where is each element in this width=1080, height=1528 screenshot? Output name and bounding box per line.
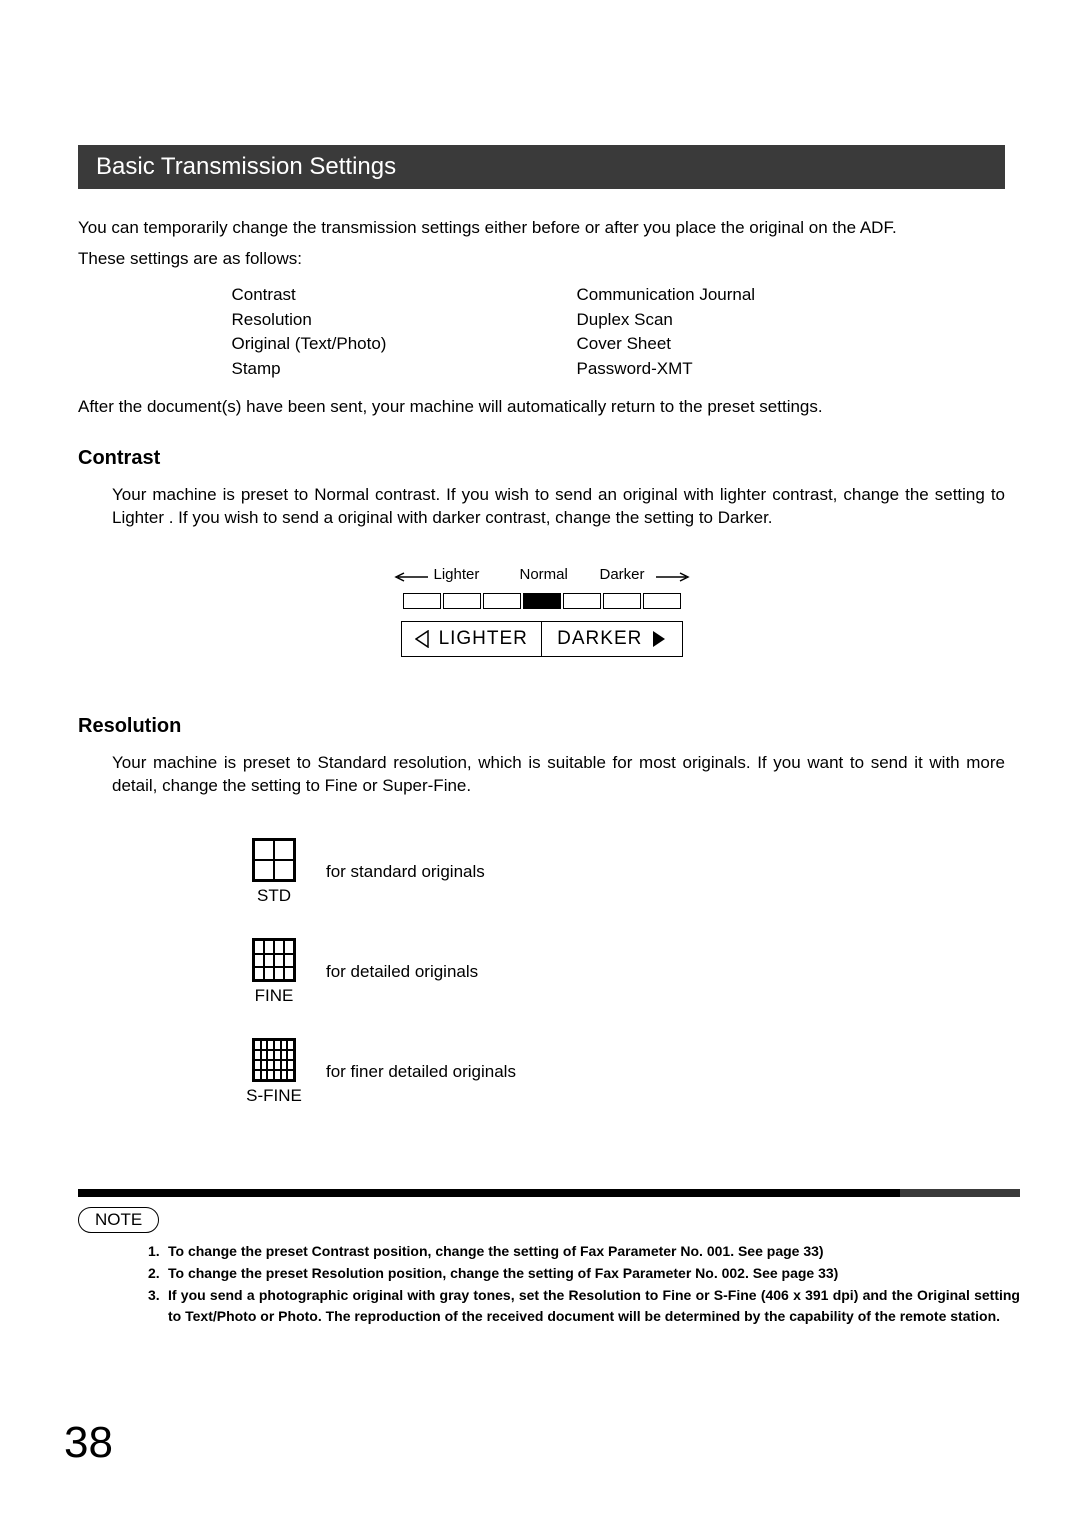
setting-item: Duplex Scan <box>577 308 852 333</box>
note-item: 1.To change the preset Contrast position… <box>148 1241 1020 1261</box>
page: Basic Transmission Settings You can temp… <box>0 0 1080 1528</box>
lighter-button-label: LIGHTER <box>439 628 528 650</box>
contrast-box <box>403 593 441 609</box>
resolution-icon: S-FINE <box>242 1038 306 1106</box>
scale-label-lighter: Lighter <box>434 566 480 583</box>
scale-label-darker: Darker <box>600 566 645 583</box>
resolution-list: STD for standard originals FINE for detaile… <box>242 838 1005 1106</box>
resolution-item: FINE for detailed originals <box>242 938 1005 1006</box>
note-number: 3. <box>148 1285 168 1326</box>
after-text: After the document(s) have been sent, yo… <box>78 397 1005 417</box>
page-number: 38 <box>64 1418 113 1468</box>
setting-item: Cover Sheet <box>577 332 852 357</box>
resolution-desc: for standard originals <box>326 862 485 882</box>
setting-item: Original (Text/Photo) <box>232 332 507 357</box>
contrast-box <box>563 593 601 609</box>
grid-icon <box>252 838 296 882</box>
resolution-desc: for detailed originals <box>326 962 478 982</box>
intro-line-1: You can temporarily change the transmiss… <box>78 217 1005 240</box>
note-item: 2.To change the preset Resolution positi… <box>148 1263 1020 1283</box>
note-text: To change the preset Contrast position, … <box>168 1241 1020 1261</box>
contrast-scale-labels: Lighter Normal Darker <box>392 566 692 590</box>
note-number: 2. <box>148 1263 168 1283</box>
triangle-left-icon <box>415 630 429 648</box>
contrast-buttons: LIGHTER DARKER <box>401 621 683 657</box>
note-text: If you send a photographic original with… <box>168 1285 1020 1326</box>
arrow-right-icon <box>656 572 692 582</box>
contrast-box <box>643 593 681 609</box>
setting-item: Resolution <box>232 308 507 333</box>
arrow-left-icon <box>392 572 428 582</box>
resolution-item: S-FINE for finer detailed originals <box>242 1038 1005 1106</box>
grid-icon <box>252 1038 296 1082</box>
darker-button-label: DARKER <box>557 628 642 650</box>
resolution-item: STD for standard originals <box>242 838 1005 906</box>
contrast-box <box>443 593 481 609</box>
triangle-right-icon <box>652 630 666 648</box>
resolution-label: FINE <box>255 986 294 1006</box>
note-rule <box>78 1189 1020 1197</box>
resolution-body: Your machine is preset to Standard resol… <box>112 752 1005 798</box>
note-badge: NOTE <box>78 1207 159 1233</box>
setting-item: Stamp <box>232 357 507 382</box>
settings-list: Contrast Resolution Original (Text/Photo… <box>232 283 852 382</box>
intro-line-2: These settings are as follows: <box>78 248 1005 271</box>
note-text: To change the preset Resolution position… <box>168 1263 1020 1283</box>
resolution-label: STD <box>257 886 291 906</box>
darker-button[interactable]: DARKER <box>542 622 682 656</box>
resolution-desc: for finer detailed originals <box>326 1062 516 1082</box>
note-block: NOTE 1.To change the preset Contrast pos… <box>78 1189 1020 1328</box>
note-list: 1.To change the preset Contrast position… <box>148 1241 1020 1326</box>
scale-label-normal: Normal <box>520 566 568 583</box>
resolution-heading: Resolution <box>78 715 1005 738</box>
note-number: 1. <box>148 1241 168 1261</box>
contrast-box <box>483 593 521 609</box>
grid-icon <box>252 938 296 982</box>
contrast-boxes <box>392 593 692 609</box>
page-title: Basic Transmission Settings <box>78 145 1005 189</box>
note-item: 3.If you send a photographic original wi… <box>148 1285 1020 1326</box>
contrast-heading: Contrast <box>78 447 1005 470</box>
setting-item: Communication Journal <box>577 283 852 308</box>
resolution-icon: FINE <box>242 938 306 1006</box>
lighter-button[interactable]: LIGHTER <box>402 622 543 656</box>
setting-item: Contrast <box>232 283 507 308</box>
resolution-icon: STD <box>242 838 306 906</box>
contrast-body: Your machine is preset to Normal contras… <box>112 484 1005 530</box>
resolution-label: S-FINE <box>246 1086 302 1106</box>
setting-item: Password-XMT <box>577 357 852 382</box>
contrast-box <box>523 593 561 609</box>
contrast-figure: Lighter Normal Darker LIGHTER DARKER <box>392 566 692 657</box>
contrast-box <box>603 593 641 609</box>
